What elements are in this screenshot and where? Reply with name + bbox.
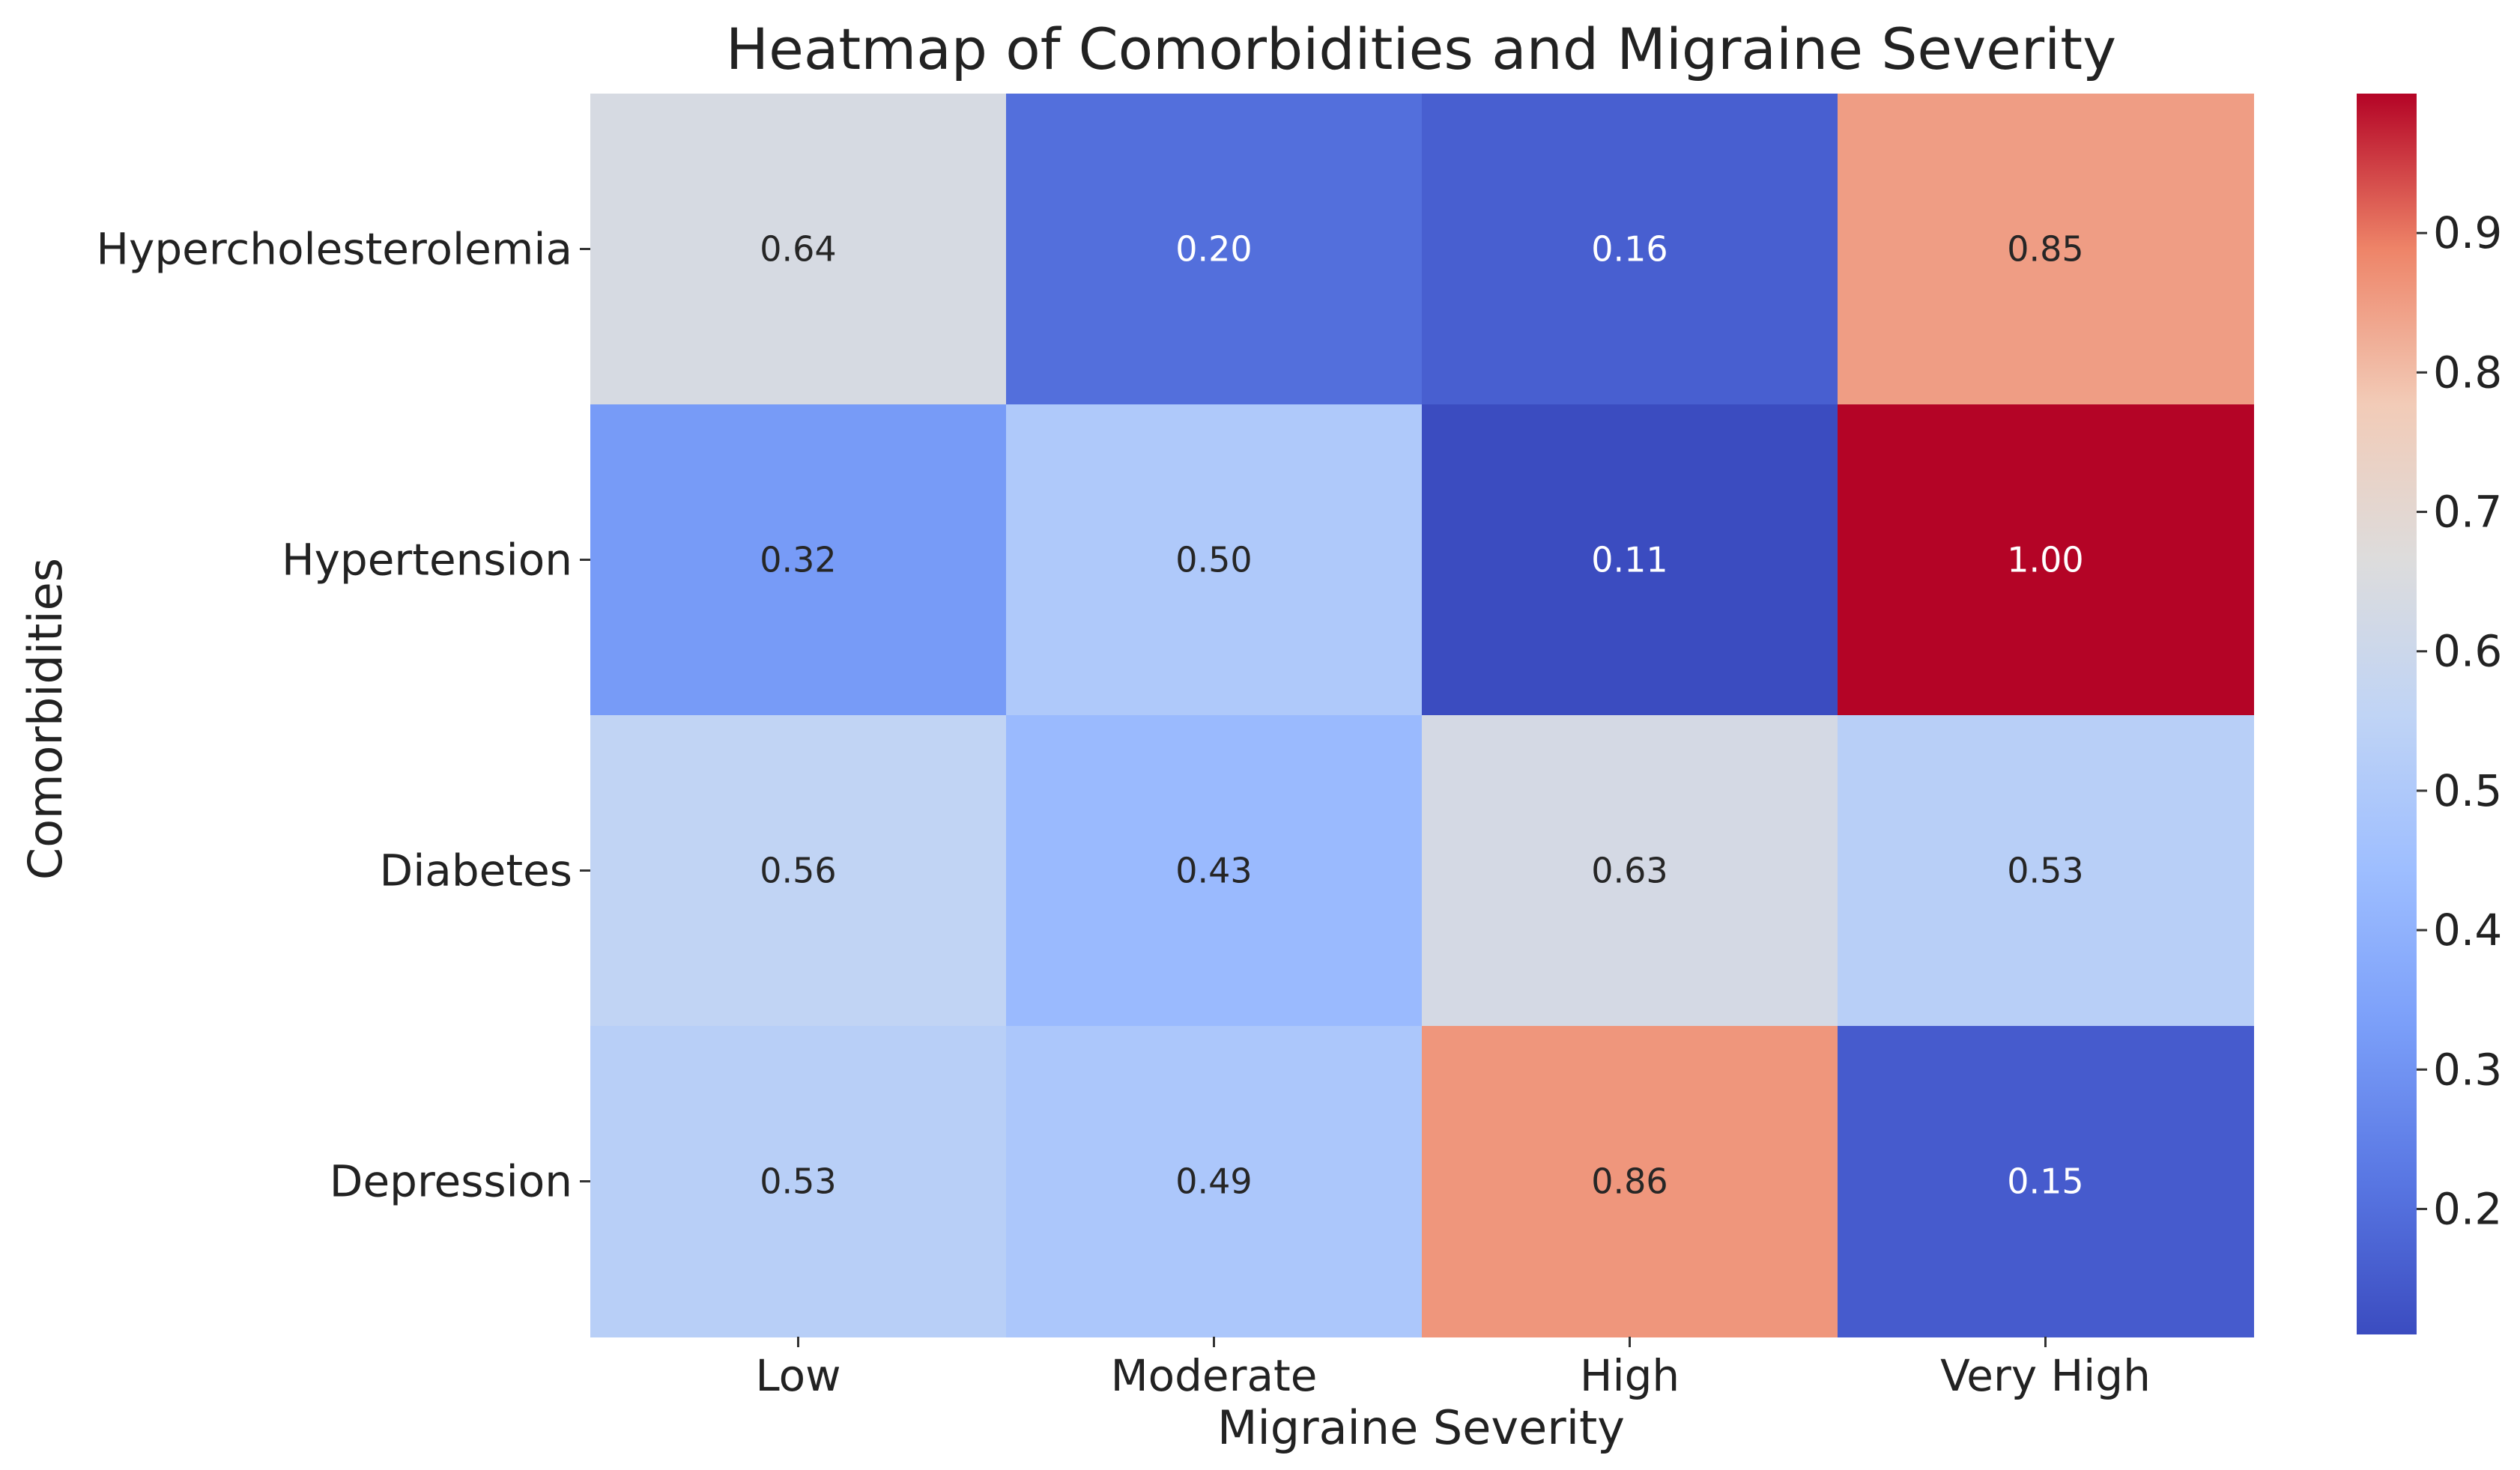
colorbar-tick-label: 0.9 <box>2433 207 2502 258</box>
cell-value-label: 0.15 <box>2007 1161 2083 1202</box>
heatmap-cell <box>1838 1026 2254 1337</box>
heatmap-cell <box>1838 404 2254 716</box>
cell-value-label: 0.86 <box>1591 1161 1668 1202</box>
colorbar-tick-label: 0.5 <box>2433 765 2502 816</box>
heatmap-cell <box>590 1026 1007 1337</box>
y-tick-label: Diabetes <box>380 845 572 896</box>
chart-title: Heatmap of Comorbidities and Migraine Se… <box>726 16 2116 82</box>
cell-value-label: 0.53 <box>2007 851 2083 891</box>
colorbar-tick-label: 0.8 <box>2433 347 2502 398</box>
y-tick-label: Hypercholesterolemia <box>96 224 572 275</box>
heatmap-cells <box>590 94 2254 1337</box>
cell-value-label: 0.50 <box>1175 540 1252 580</box>
cell-value-label: 0.85 <box>2007 229 2083 270</box>
y-tick-label: Hypertension <box>282 535 572 586</box>
x-axis-label: Migraine Severity <box>1217 1400 1625 1455</box>
heatmap-cell <box>590 404 1007 716</box>
y-axis-ticks: Hypercholesterolemia Hypertension Diabetes… <box>96 224 590 1207</box>
heatmap-cell <box>1006 715 1423 1027</box>
colorbar-tick-label: 0.6 <box>2433 626 2502 677</box>
cell-annotations: 0.64 0.20 0.16 0.85 0.32 0.50 0.11 1.00 0.56 0.43… <box>760 229 2083 1202</box>
cell-value-label: 0.49 <box>1175 1161 1252 1202</box>
colorbar-tick-label: 0.4 <box>2433 905 2502 956</box>
heatmap-cell <box>1422 94 1838 405</box>
cell-value-label: 0.20 <box>1175 229 1252 270</box>
y-tick-label: Depression <box>330 1156 572 1207</box>
cell-value-label: 0.63 <box>1591 851 1668 891</box>
heatmap-cell <box>1838 94 2254 405</box>
cell-value-label: 0.56 <box>760 851 836 891</box>
y-axis-label: Comorbidities <box>18 558 73 880</box>
heatmap-cell <box>1006 94 1423 405</box>
cell-value-label: 0.11 <box>1591 540 1668 580</box>
x-axis-ticks: Low Moderate High Very High <box>755 1337 2151 1401</box>
colorbar-ticks: 0.2 0.3 0.4 0.5 0.6 0.7 0.8 0.9 <box>2417 207 2502 1234</box>
cell-value-label: 0.32 <box>760 540 836 580</box>
x-tick-label: High <box>1580 1350 1680 1401</box>
colorbar-tick-label: 0.2 <box>2433 1183 2502 1234</box>
colorbar <box>2357 94 2417 1334</box>
cell-value-label: 0.53 <box>760 1161 836 1202</box>
heatmap-cell <box>590 94 1007 405</box>
heatmap-cell <box>1838 715 2254 1027</box>
x-tick-label: Low <box>755 1350 840 1401</box>
colorbar-tick-label: 0.3 <box>2433 1044 2502 1095</box>
heatmap-cell <box>1006 404 1423 716</box>
cell-value-label: 0.43 <box>1175 851 1252 891</box>
heatmap-cell <box>590 715 1007 1027</box>
x-tick-label: Moderate <box>1111 1350 1318 1401</box>
cell-value-label: 0.16 <box>1591 229 1668 270</box>
heatmap-cell <box>1422 404 1838 716</box>
cell-value-label: 0.64 <box>760 229 836 270</box>
cell-value-label: 1.00 <box>2007 540 2083 580</box>
x-tick-label: Very High <box>1940 1350 2151 1401</box>
heatmap-cell <box>1006 1026 1423 1337</box>
colorbar-tick-label: 0.7 <box>2433 487 2502 538</box>
heatmap-cell <box>1422 1026 1838 1337</box>
heatmap-cell <box>1422 715 1838 1027</box>
